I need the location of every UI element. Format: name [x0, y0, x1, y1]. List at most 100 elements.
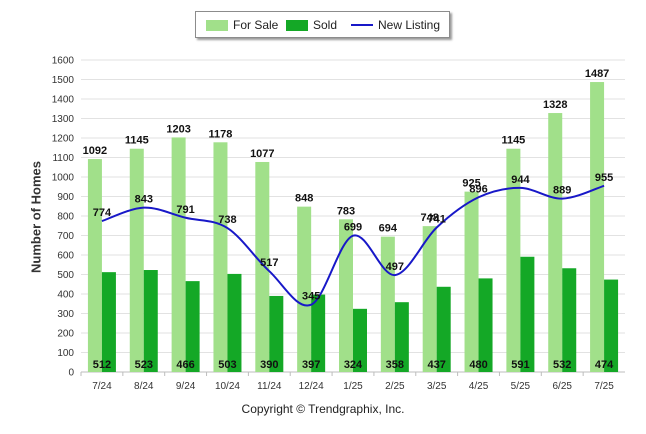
- bar-sold: [604, 279, 619, 372]
- y-tick-label: 1500: [52, 75, 75, 86]
- label-new-listing: 497: [386, 261, 404, 273]
- label-new-listing: 774: [93, 207, 112, 219]
- for-sale-swatch: [206, 19, 228, 31]
- label-for-sale: 1145: [125, 135, 149, 147]
- x-tick-label: 7/25: [594, 381, 614, 392]
- y-tick-label: 0: [68, 368, 74, 379]
- label-sold: 523: [135, 359, 153, 371]
- bar-sold: [520, 256, 535, 372]
- legend: For Sale Sold New Listing: [195, 11, 450, 38]
- label-sold: 437: [428, 359, 446, 371]
- y-tick-label: 200: [57, 329, 74, 340]
- bar-for-sale: [87, 159, 102, 372]
- x-tick-label: 11/24: [257, 381, 282, 392]
- y-tick-label: 1600: [52, 56, 75, 67]
- for-sale-bars: [87, 82, 605, 372]
- x-tick-label: 10/24: [215, 381, 240, 392]
- new-listing-line: [101, 184, 605, 307]
- label-for-sale: 848: [295, 193, 313, 205]
- label-for-sale: 1203: [166, 123, 190, 135]
- bar-for-sale: [297, 206, 312, 372]
- label-for-sale: 748: [421, 212, 439, 224]
- y-tick-label: 1400: [52, 95, 75, 106]
- label-for-sale: 783: [337, 205, 355, 217]
- label-new-listing: 345: [302, 291, 320, 303]
- label-new-listing: 741: [428, 214, 446, 226]
- label-sold: 503: [218, 359, 236, 371]
- bar-for-sale: [171, 137, 186, 372]
- y-tick-label: 400: [57, 290, 74, 301]
- x-tick-label: 5/25: [511, 381, 531, 392]
- label-for-sale: 925: [462, 178, 480, 190]
- y-axis-title: Number of Homes: [28, 161, 44, 273]
- new-listing-swatch: [351, 24, 373, 26]
- copyright-text: Copyright © Trendgraphix, Inc.: [241, 402, 405, 416]
- label-new-listing: 517: [260, 257, 278, 269]
- label-sold: 532: [553, 359, 571, 371]
- bar-for-sale: [548, 113, 563, 372]
- label-sold: 512: [93, 359, 111, 371]
- bar-for-sale: [590, 82, 605, 372]
- bar-sold: [311, 294, 326, 372]
- x-tick-label: 2/25: [385, 381, 405, 392]
- label-sold: 474: [595, 359, 614, 371]
- x-tick-label: 7/24: [92, 381, 112, 392]
- label-sold: 324: [344, 359, 363, 371]
- y-tick-label: 500: [57, 270, 74, 281]
- y-tick-label: 1100: [52, 153, 74, 164]
- x-tick-label: 1/25: [343, 381, 363, 392]
- label-new-listing: 889: [553, 185, 571, 197]
- bar-for-sale: [422, 226, 437, 372]
- x-tick-label: 12/24: [299, 381, 324, 392]
- new-listing-path: [101, 184, 605, 307]
- legend-item-sold[interactable]: Sold: [286, 18, 337, 32]
- bar-sold: [269, 295, 284, 372]
- sold-bars: [101, 256, 619, 372]
- x-tick-label: 9/24: [176, 381, 196, 392]
- label-sold: 397: [302, 359, 320, 371]
- bar-sold: [478, 278, 493, 372]
- label-for-sale: 1178: [209, 128, 233, 140]
- data-labels: 1092 512 774 1145 523 843 1203 466 791 1178 503 738…: [83, 68, 614, 371]
- bar-sold: [185, 281, 200, 372]
- bar-sold: [143, 270, 158, 372]
- x-tick-label: 6/25: [552, 381, 572, 392]
- legend-label-for-sale: For Sale: [233, 18, 279, 32]
- label-new-listing: 944: [511, 174, 530, 186]
- y-tick-label: 300: [57, 309, 74, 320]
- bar-sold: [394, 302, 409, 372]
- x-axis-ticks: 7/24 8/24 9/24 10/24 11/24 12/24 1/25 2/25 3/25 4…: [80, 372, 614, 392]
- legend-label-new-listing: New Listing: [378, 18, 441, 32]
- label-new-listing: 896: [469, 183, 487, 195]
- y-tick-label: 600: [57, 251, 74, 262]
- y-tick-label: 900: [57, 192, 74, 203]
- label-new-listing: 699: [344, 222, 362, 234]
- label-sold: 358: [386, 359, 404, 371]
- bar-for-sale: [255, 161, 270, 372]
- x-tick-label: 4/25: [469, 381, 489, 392]
- y-tick-label: 1300: [52, 114, 75, 125]
- y-tick-label: 100: [57, 348, 74, 359]
- legend-item-new-listing[interactable]: New Listing: [351, 18, 440, 32]
- bar-sold: [353, 308, 367, 372]
- x-tick-label: 8/24: [134, 381, 154, 392]
- bar-sold: [227, 273, 242, 372]
- label-new-listing: 738: [218, 214, 236, 226]
- label-sold: 390: [260, 359, 278, 371]
- bar-for-sale: [464, 191, 479, 372]
- bar-for-sale: [129, 148, 144, 372]
- label-for-sale: 694: [379, 223, 398, 235]
- label-sold: 591: [511, 359, 529, 371]
- label-new-listing: 791: [176, 204, 194, 216]
- label-for-sale: 1077: [250, 148, 274, 160]
- label-for-sale: 1092: [83, 145, 107, 157]
- label-sold: 466: [176, 359, 194, 371]
- y-tick-label: 800: [57, 212, 74, 223]
- legend-item-for-sale[interactable]: For Sale: [206, 18, 278, 32]
- x-tick-label: 3/25: [427, 381, 447, 392]
- label-for-sale: 1145: [501, 135, 525, 147]
- label-new-listing: 843: [135, 194, 153, 206]
- y-tick-label: 1000: [52, 173, 75, 184]
- bar-sold: [436, 286, 451, 372]
